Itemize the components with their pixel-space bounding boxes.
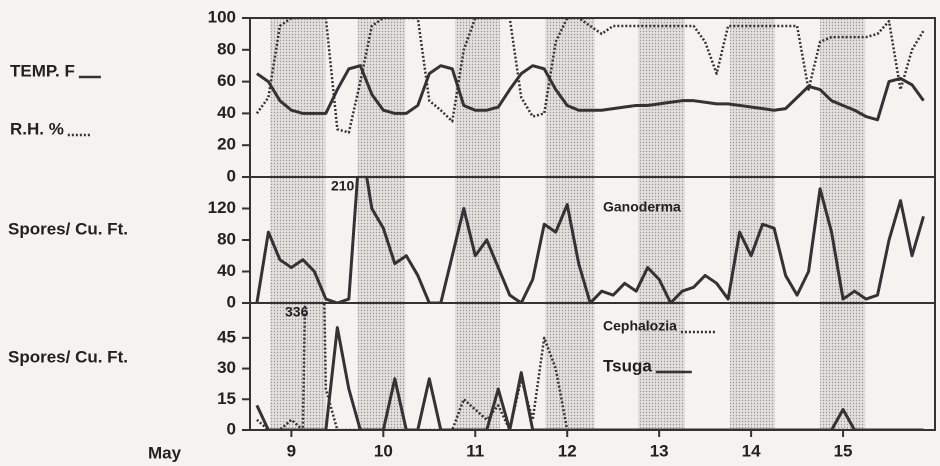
y-tick-label: 15: [217, 389, 236, 408]
night-band: [820, 177, 866, 303]
y-tick-label: 120: [208, 198, 236, 217]
x-tick-label: 12: [558, 441, 577, 460]
x-tick-label: 11: [466, 441, 484, 460]
y-tick-label: 30: [217, 358, 236, 377]
night-band: [357, 303, 406, 430]
y-tick-label: 20: [217, 135, 236, 154]
plot-area: [255, 18, 925, 134]
x-tick-label: 10: [374, 441, 393, 460]
y-tick-label: 60: [217, 71, 236, 90]
night-band: [270, 303, 326, 430]
plot-area: [255, 177, 925, 303]
legend-label: R.H. %: [10, 119, 64, 138]
night-band: [270, 177, 326, 303]
night-band: [357, 18, 406, 177]
x-tick-label: 14: [742, 441, 761, 460]
y-tick-label: 40: [217, 103, 236, 122]
night-band: [638, 303, 685, 430]
y-axis-label: Spores/ Cu. Ft.: [8, 219, 128, 238]
legend-label: Tsuga: [603, 356, 652, 375]
y-tick-label: 80: [217, 229, 236, 248]
night-band: [357, 177, 406, 303]
y-tick-label: 45: [217, 327, 236, 346]
x-tick-label: 9: [287, 441, 296, 460]
night-band: [545, 303, 595, 430]
series-line: [256, 64, 925, 122]
night-band: [729, 18, 776, 177]
value-label: 210: [331, 178, 355, 194]
night-band: [545, 18, 595, 177]
night-band: [638, 18, 685, 177]
y-tick-label: 40: [217, 261, 236, 280]
y-tick-label: 0: [227, 419, 236, 438]
legend-label: Cephalozia: [603, 318, 677, 334]
night-band: [545, 177, 595, 303]
x-axis-label: May: [148, 443, 182, 462]
series-line: [255, 18, 925, 134]
y-tick-label: 80: [217, 39, 236, 58]
series-line: [255, 177, 925, 303]
y-axis-label: Spores/ Cu. Ft.: [8, 347, 128, 366]
x-tick-label: 15: [834, 441, 853, 460]
x-tick-label: 13: [650, 441, 669, 460]
legend-label: TEMP. F: [10, 61, 75, 80]
night-band: [729, 177, 776, 303]
y-tick-label: 0: [227, 166, 236, 185]
night-band: [729, 303, 776, 430]
night-band: [455, 177, 501, 303]
y-tick-label: 0: [227, 292, 236, 311]
legend-label: Ganoderma: [603, 199, 681, 215]
value-label: 336: [285, 304, 309, 320]
y-tick-label: 100: [208, 7, 236, 26]
